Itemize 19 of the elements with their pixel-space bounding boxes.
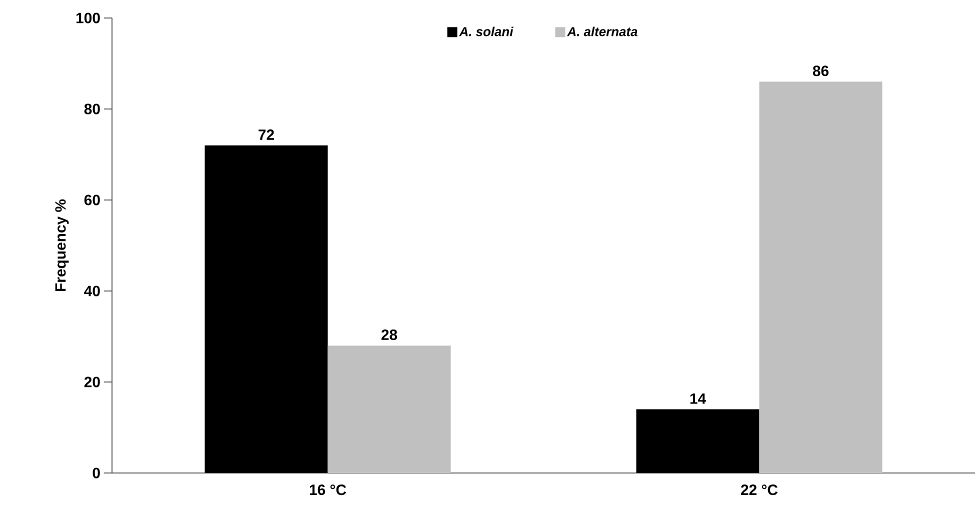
y-tick-label: 100 [76,12,100,24]
data-label: 86 [812,66,829,76]
x-tick-label: 22 °C [741,484,778,496]
legend-label: A. alternata [566,26,638,36]
legend-label: A. solani [458,26,514,36]
y-tick-label: 0 [92,468,100,478]
y-axis-title: Frequency % [55,199,69,291]
y-tick-label: 60 [84,194,100,206]
bar [204,145,328,473]
data-label: 72 [258,129,274,140]
data-label: 14 [690,393,706,404]
bar [328,346,451,473]
y-tick-label: 20 [84,376,100,388]
bar [759,82,882,473]
y-tick-label: 80 [84,104,100,114]
y-tick-label: 40 [84,286,100,296]
x-tick-label: 16 °C [310,484,346,496]
bar [636,409,760,473]
data-label: 28 [381,329,398,340]
